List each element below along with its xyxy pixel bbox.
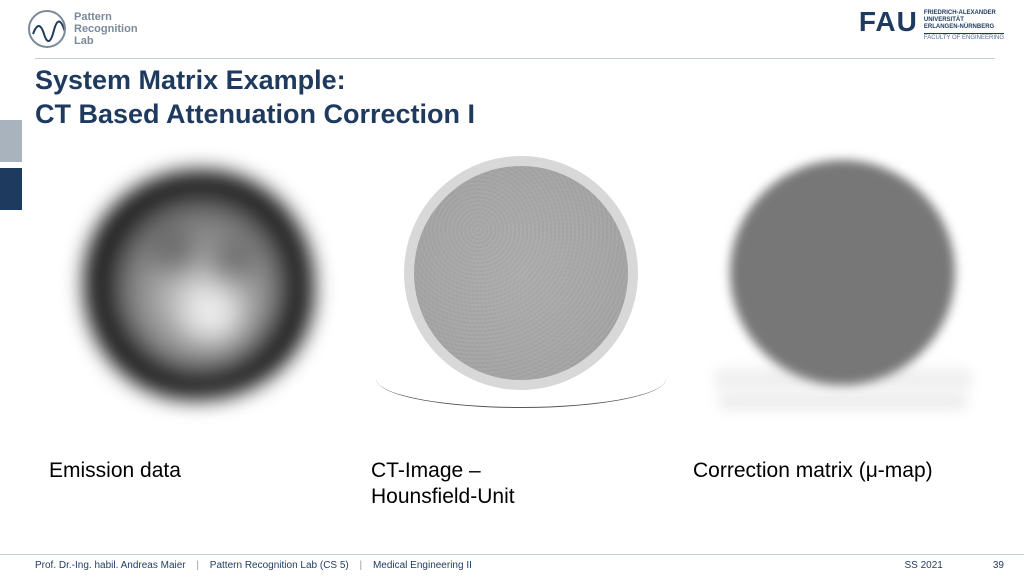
- footer-right: SS 2021 39: [905, 560, 1005, 571]
- side-accent-gray: [0, 120, 22, 162]
- mumap-band: [718, 392, 968, 410]
- ct-caption-line1: CT-Image –: [371, 459, 481, 482]
- ct-caption-line2: Hounsfield-Unit: [371, 485, 515, 508]
- footer-sep: |: [196, 560, 199, 571]
- footer-author: Prof. Dr.-Ing. habil. Andreas Maier: [35, 560, 186, 571]
- university-line: FRIEDRICH-ALEXANDER: [924, 10, 1004, 17]
- university-line: ERLANGEN-NÜRNBERG: [924, 24, 1004, 31]
- ct-image: [376, 140, 666, 430]
- university-name: FRIEDRICH-ALEXANDER UNIVERSITÄT ERLANGEN…: [924, 6, 1004, 42]
- university-line: UNIVERSITÄT: [924, 17, 1004, 24]
- panel-mumap: Correction matrix (μ-map): [692, 140, 994, 510]
- emission-dark-spot: [214, 240, 252, 278]
- side-accent-blue: [0, 168, 22, 210]
- ct-caption: CT-Image – Hounsfield-Unit: [371, 458, 671, 510]
- lab-logo: Pattern Recognition Lab: [28, 6, 138, 52]
- footer-lab: Pattern Recognition Lab (CS 5): [210, 560, 349, 571]
- panel-emission: Emission data: [48, 140, 350, 510]
- mumap-image: [698, 140, 988, 430]
- emission-bright-spot: [184, 290, 239, 340]
- panel-ct: CT-Image – Hounsfield-Unit: [370, 140, 672, 510]
- university-logo: FAU FRIEDRICH-ALEXANDER UNIVERSITÄT ERLA…: [859, 6, 1004, 52]
- footer-sep: |: [360, 560, 363, 571]
- emission-blob-inner: [112, 195, 287, 375]
- slide-title-line1: System Matrix Example:: [35, 63, 995, 97]
- university-abbrev: FAU: [859, 6, 918, 38]
- faculty-line: FACULTY OF ENGINEERING: [924, 33, 1004, 42]
- mumap-circle: [730, 160, 955, 385]
- emission-dark-spot: [154, 230, 194, 270]
- mumap-caption: Correction matrix (μ-map): [693, 458, 993, 484]
- lab-logo-text: Pattern Recognition Lab: [74, 11, 138, 47]
- content-row: Emission data CT-Image – Hounsfield-Unit: [48, 140, 994, 510]
- footer: Prof. Dr.-Ing. habil. Andreas Maier | Pa…: [0, 554, 1024, 576]
- emission-blob-outer: [84, 170, 314, 400]
- ct-table-arc: [376, 348, 666, 408]
- slide: Pattern Recognition Lab FAU FRIEDRICH-AL…: [0, 0, 1024, 576]
- footer-page: 39: [993, 560, 1004, 571]
- footer-term: SS 2021: [905, 560, 943, 571]
- lab-logo-line: Lab: [74, 35, 138, 47]
- title-area: System Matrix Example: CT Based Attenuat…: [35, 58, 995, 131]
- header: Pattern Recognition Lab FAU FRIEDRICH-AL…: [0, 0, 1024, 52]
- footer-course: Medical Engineering II: [373, 560, 472, 571]
- slide-title-line2: CT Based Attenuation Correction I: [35, 97, 995, 131]
- lab-logo-line: Recognition: [74, 23, 138, 35]
- emission-caption: Emission data: [49, 458, 349, 484]
- footer-left: Prof. Dr.-Ing. habil. Andreas Maier | Pa…: [35, 560, 472, 571]
- lab-logo-icon: [28, 10, 66, 48]
- emission-image: [54, 140, 344, 430]
- lab-logo-line: Pattern: [74, 11, 138, 23]
